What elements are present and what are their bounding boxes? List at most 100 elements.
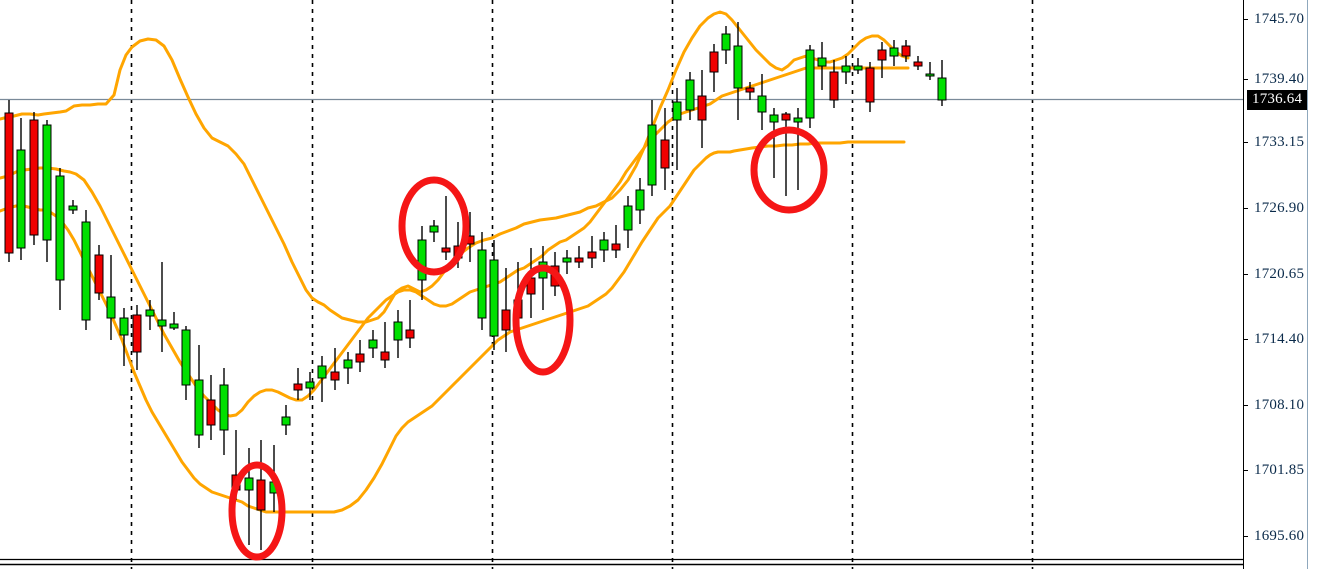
candlestick[interactable] — [429, 220, 439, 242]
candlestick[interactable] — [733, 22, 743, 120]
candlestick[interactable] — [219, 368, 229, 455]
candlestick[interactable] — [206, 375, 216, 440]
candle-body-up — [169, 323, 179, 329]
candle-body-up — [769, 114, 779, 123]
candlestick[interactable] — [330, 348, 340, 390]
candle-body-up — [721, 33, 731, 51]
candlestick[interactable] — [119, 308, 129, 366]
candlestick[interactable] — [889, 40, 899, 66]
candlestick[interactable] — [526, 248, 536, 318]
candlestick[interactable] — [599, 232, 609, 262]
candlestick[interactable] — [697, 70, 707, 148]
candlestick[interactable] — [68, 200, 78, 214]
candle-body-down — [29, 119, 39, 236]
candlestick[interactable] — [317, 356, 327, 402]
candlestick[interactable] — [925, 62, 935, 80]
candlestick[interactable] — [757, 74, 767, 130]
candle-body-up — [672, 101, 682, 121]
candle-body-down — [709, 51, 719, 73]
candlestick[interactable] — [132, 305, 142, 370]
candlestick[interactable] — [42, 120, 52, 262]
candle-body-down — [829, 71, 839, 101]
candle-body-up — [157, 319, 167, 327]
candlestick[interactable] — [877, 42, 887, 78]
candlestick[interactable] — [368, 330, 378, 358]
candlestick[interactable] — [256, 440, 266, 550]
candlestick[interactable] — [501, 268, 511, 352]
price-axis[interactable]: 1745.70 1739.40 1733.15 1726.90 1720.65 1714.… — [1243, 0, 1308, 569]
candlestick[interactable] — [55, 168, 65, 310]
candlestick[interactable] — [611, 225, 621, 258]
candlestick[interactable] — [709, 44, 719, 92]
candlestick[interactable] — [405, 300, 415, 348]
candlestick[interactable] — [562, 250, 572, 274]
candlestick[interactable] — [157, 262, 167, 352]
candle-body-up — [925, 73, 935, 77]
candle-body-up — [68, 205, 78, 211]
candlestick[interactable] — [913, 56, 923, 70]
candlestick[interactable] — [574, 246, 584, 268]
candlestick[interactable] — [685, 72, 695, 120]
candlestick[interactable] — [194, 345, 204, 448]
candlestick[interactable] — [647, 100, 657, 196]
candlestick[interactable] — [145, 300, 155, 330]
candlestick[interactable] — [635, 178, 645, 224]
candlestick[interactable] — [841, 56, 851, 84]
candlestick[interactable] — [817, 42, 827, 90]
candle-body-down — [781, 113, 791, 121]
candlestick[interactable] — [745, 82, 755, 100]
candlestick[interactable] — [29, 112, 39, 245]
candlestick[interactable] — [829, 60, 839, 108]
candlestick[interactable] — [169, 312, 179, 330]
candlestick[interactable] — [769, 108, 779, 178]
candle-body-up — [937, 77, 947, 101]
price-tick-mark — [1244, 405, 1248, 406]
candlestick[interactable] — [380, 322, 390, 368]
candlestick[interactable] — [781, 112, 791, 196]
candlestick[interactable] — [343, 352, 353, 384]
candle-body-down — [293, 383, 303, 391]
candlestick[interactable] — [94, 245, 104, 300]
current-price-tag: 1736.64 — [1247, 90, 1308, 110]
candlestick[interactable] — [672, 88, 682, 170]
candlestick[interactable] — [587, 236, 597, 268]
candle-body-up — [181, 329, 191, 386]
candlestick[interactable] — [901, 40, 911, 62]
candle-body-up — [244, 477, 254, 491]
price-tick-mark — [1244, 19, 1248, 20]
candlestick[interactable] — [489, 240, 499, 350]
candle-body-up — [106, 296, 116, 319]
candlestick[interactable] — [181, 326, 191, 400]
candlestick[interactable] — [393, 310, 403, 358]
candlestick[interactable] — [660, 108, 670, 190]
candle-body-up — [733, 45, 743, 89]
candle-body-up — [562, 257, 572, 263]
candlestick[interactable] — [81, 210, 91, 330]
candlestick[interactable] — [477, 232, 487, 330]
candlestick[interactable] — [805, 45, 815, 128]
candlestick[interactable] — [16, 118, 26, 260]
candlestick[interactable] — [355, 340, 365, 372]
pane-divider — [1307, 0, 1308, 569]
candle-body-up — [429, 225, 439, 233]
candle-body-down — [256, 479, 266, 511]
candlestick[interactable] — [721, 26, 731, 64]
candlestick[interactable] — [623, 196, 633, 248]
candlestick[interactable] — [281, 405, 291, 435]
candle-body-up — [194, 379, 204, 436]
candle-body-down — [877, 49, 887, 61]
candlestick[interactable] — [106, 255, 116, 340]
candlestick[interactable] — [293, 368, 303, 400]
candlestick[interactable] — [937, 60, 947, 106]
candlestick[interactable] — [4, 100, 14, 262]
candlestick[interactable] — [305, 372, 315, 400]
candlestick[interactable] — [793, 108, 803, 190]
candlestick[interactable] — [417, 226, 427, 300]
chart-plot-area[interactable] — [0, 0, 1243, 569]
candlestick[interactable] — [441, 196, 451, 260]
candle-body-down — [94, 254, 104, 294]
candlestick[interactable] — [853, 58, 863, 74]
candle-body-up — [623, 205, 633, 231]
price-tick-label: 1745.70 — [1254, 11, 1305, 27]
candlestick[interactable] — [865, 62, 875, 112]
